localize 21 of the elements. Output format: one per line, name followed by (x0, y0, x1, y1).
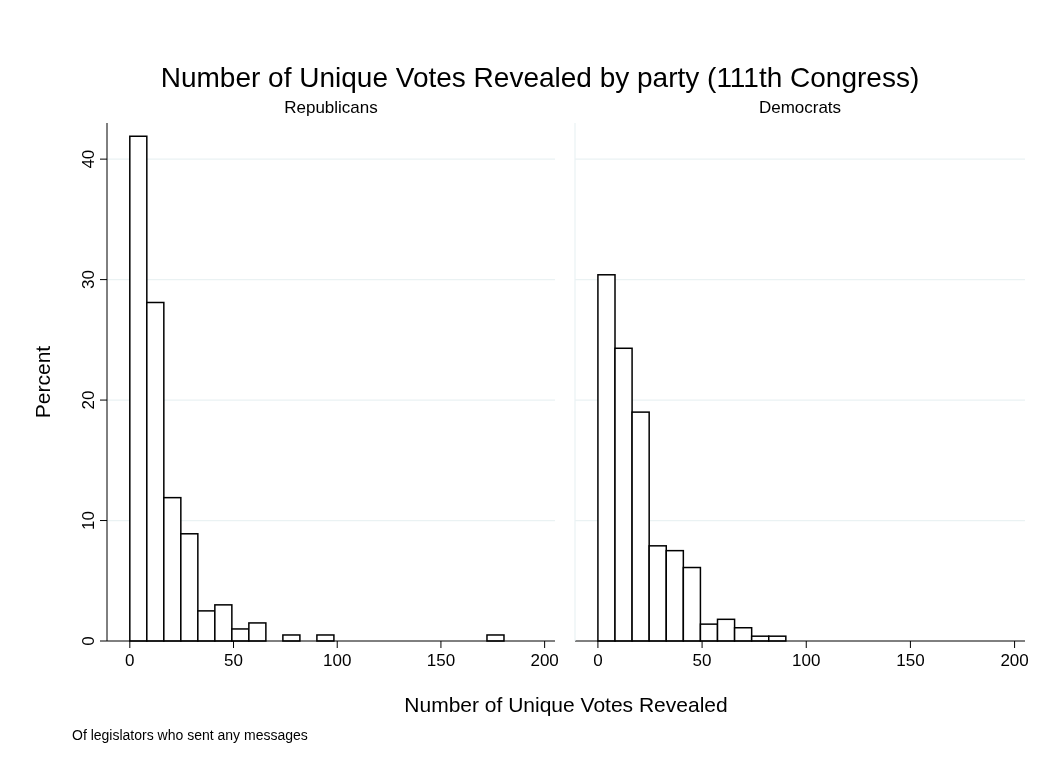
x-tick-label: 150 (426, 651, 456, 670)
x-tick-label: 100 (323, 651, 352, 670)
text: Of legislators who sent any messages (72, 727, 308, 743)
x-tick-label: 100 (792, 651, 821, 670)
y-tick-label: 20 (79, 390, 98, 410)
y-tick-label: 10 (79, 511, 98, 530)
chart-title: Number of Unique Votes Revealed by party (111th Congress) (160, 62, 920, 93)
x-tick-label: 50 (224, 651, 243, 670)
x-tick-label: 200 (1000, 651, 1029, 670)
x-axis-title: Number of Unique Votes Revealed (404, 693, 728, 716)
x-tick-label: 0 (593, 651, 603, 670)
x-tick-label: 150 (896, 651, 925, 670)
chart-subtitle: Democrats (758, 98, 842, 117)
y-tick-label: 40 (79, 149, 98, 169)
y-tick-label: 30 (79, 270, 98, 290)
x-tick-label: 200 (530, 651, 559, 670)
x-tick-label: 50 (692, 651, 712, 670)
y-axis-title: Percent (31, 345, 54, 419)
chart-subtitle: Republicans (284, 98, 378, 117)
y-tick-label: 0 (79, 636, 98, 646)
x-tick-label: 0 (125, 651, 135, 670)
